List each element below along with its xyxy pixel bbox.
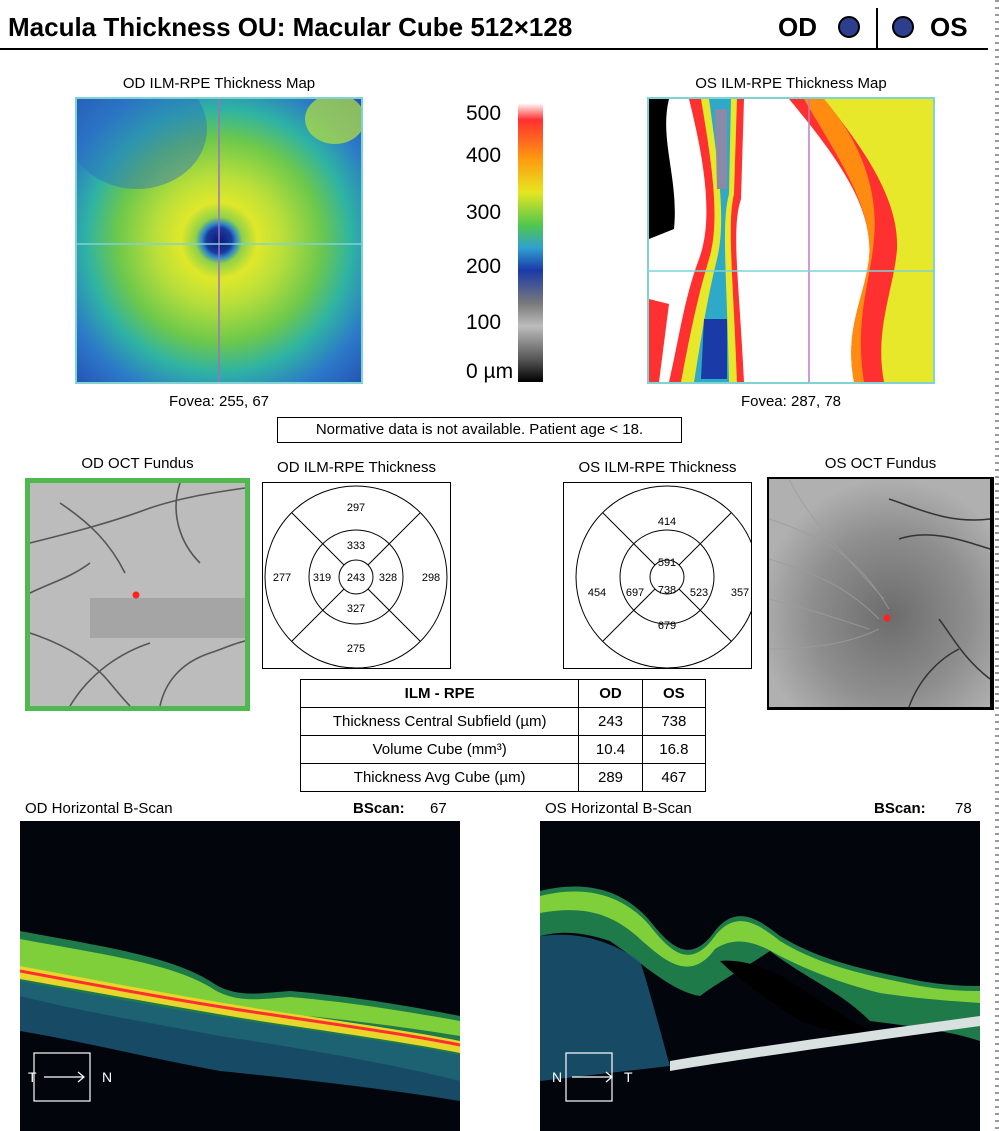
os-inner-left-value: 697 bbox=[625, 587, 645, 599]
os-bscan-image[interactable]: N T bbox=[540, 821, 980, 1131]
os-center-value: 738 bbox=[657, 584, 677, 597]
od-fundus-title: OD OCT Fundus bbox=[81, 455, 194, 472]
page-edge-dots bbox=[995, 0, 999, 1131]
os-inner-right-value: 523 bbox=[689, 587, 709, 599]
os-inner-bottom-value: 679 bbox=[657, 620, 677, 632]
od-bscan-number: 67 bbox=[430, 800, 447, 817]
os-bscan-title: OS Horizontal B-Scan bbox=[545, 800, 692, 817]
od-bscan-title: OD Horizontal B-Scan bbox=[25, 800, 173, 817]
od-eye-label: OD bbox=[778, 12, 817, 42]
od-bscan-rendering bbox=[20, 821, 460, 1131]
row-os-value: 467 bbox=[641, 763, 707, 792]
od-bscan-label: BScan: bbox=[353, 800, 405, 817]
od-thickness-map-image bbox=[77, 99, 361, 382]
od-fundus-image bbox=[30, 483, 245, 706]
os-etdrs-title: OS ILM-RPE Thickness bbox=[578, 459, 737, 476]
os-bscan-left-orientation: N bbox=[552, 1069, 563, 1085]
od-bscan-right-orientation: N bbox=[102, 1069, 113, 1085]
row-od-value: 289 bbox=[578, 763, 643, 792]
scale-tick-0: 0 µm bbox=[466, 360, 514, 383]
os-inner-top-value: 591 bbox=[657, 557, 677, 569]
os-thickness-map[interactable] bbox=[647, 97, 935, 384]
header-divider bbox=[0, 48, 988, 50]
od-etdrs-title: OD ILM-RPE Thickness bbox=[277, 459, 436, 476]
os-outer-top-value: 414 bbox=[657, 516, 677, 528]
od-etdrs-grid[interactable]: 243 333 319 328 327 297 277 298 275 bbox=[262, 482, 451, 669]
od-inner-right-value: 328 bbox=[378, 572, 398, 584]
table-header-row: ILM - RPE OD OS bbox=[299, 679, 707, 708]
od-eye-dot-icon bbox=[838, 16, 860, 38]
od-etdrs-diagram bbox=[264, 485, 448, 668]
os-map-title: OS ILM-RPE Thickness Map bbox=[695, 75, 887, 92]
od-outer-right-value: 298 bbox=[421, 572, 441, 584]
od-fovea-label: Fovea: 255, 67 bbox=[168, 393, 270, 410]
od-inner-left-value: 319 bbox=[312, 572, 332, 584]
os-bscan-rendering bbox=[540, 821, 980, 1131]
header-separator bbox=[876, 8, 878, 50]
od-inner-bottom-value: 327 bbox=[346, 603, 366, 615]
scale-tick-300: 300 bbox=[466, 201, 502, 224]
os-etdrs-grid[interactable]: 738 591 697 523 679 414 454 357 bbox=[563, 482, 752, 669]
os-bscan-number: 78 bbox=[955, 800, 972, 817]
os-oct-fundus[interactable] bbox=[767, 477, 994, 710]
table-header-od: OD bbox=[578, 679, 643, 708]
os-etdrs-diagram bbox=[575, 485, 751, 668]
table-row: Thickness Avg Cube (µm) 289 467 bbox=[299, 763, 707, 792]
row-label: Thickness Central Subfield (µm) bbox=[299, 707, 580, 736]
os-fundus-image bbox=[769, 479, 990, 707]
scale-tick-100: 100 bbox=[466, 311, 502, 334]
od-inner-top-value: 333 bbox=[346, 540, 366, 552]
od-outer-top-value: 297 bbox=[346, 502, 366, 514]
table-row: Volume Cube (mm³) 10.4 16.8 bbox=[299, 735, 707, 764]
table-header-metric: ILM - RPE bbox=[299, 679, 580, 708]
row-od-value: 10.4 bbox=[578, 735, 643, 764]
os-eye-dot-icon bbox=[892, 16, 914, 38]
scale-tick-200: 200 bbox=[466, 255, 502, 278]
row-label: Volume Cube (mm³) bbox=[299, 735, 580, 764]
summary-table: ILM - RPE OD OS Thickness Central Subfie… bbox=[299, 679, 707, 792]
row-os-value: 738 bbox=[641, 707, 707, 736]
od-oct-fundus[interactable] bbox=[25, 478, 250, 711]
row-label: Thickness Avg Cube (µm) bbox=[299, 763, 580, 792]
od-bscan-left-orientation: T bbox=[28, 1069, 37, 1085]
os-eye-label: OS bbox=[930, 12, 968, 42]
page-title: Macula Thickness OU: Macular Cube 512×12… bbox=[8, 12, 573, 42]
os-fovea-label: Fovea: 287, 78 bbox=[740, 393, 842, 410]
od-thickness-map[interactable] bbox=[75, 97, 363, 384]
os-thickness-map-image bbox=[649, 99, 933, 382]
os-bscan-label: BScan: bbox=[874, 800, 926, 817]
od-center-value: 243 bbox=[346, 572, 366, 584]
od-outer-left-value: 277 bbox=[272, 572, 292, 584]
os-outer-left-value: 454 bbox=[587, 587, 607, 599]
os-outer-right-value: 357 bbox=[730, 587, 750, 599]
table-row: Thickness Central Subfield (µm) 243 738 bbox=[299, 707, 707, 736]
row-od-value: 243 bbox=[578, 707, 643, 736]
normative-data-notice: Normative data is not available. Patient… bbox=[277, 417, 682, 443]
os-fundus-title: OS OCT Fundus bbox=[824, 455, 937, 472]
os-bscan-right-orientation: T bbox=[624, 1069, 633, 1085]
od-outer-bottom-value: 275 bbox=[346, 643, 366, 655]
table-header-os: OS bbox=[641, 679, 707, 708]
thickness-color-scale bbox=[518, 103, 543, 382]
scale-tick-500: 500 bbox=[466, 102, 502, 125]
scale-tick-400: 400 bbox=[466, 144, 502, 167]
od-map-title: OD ILM-RPE Thickness Map bbox=[122, 75, 316, 92]
od-bscan-image[interactable]: T N bbox=[20, 821, 460, 1131]
row-os-value: 16.8 bbox=[641, 735, 707, 764]
